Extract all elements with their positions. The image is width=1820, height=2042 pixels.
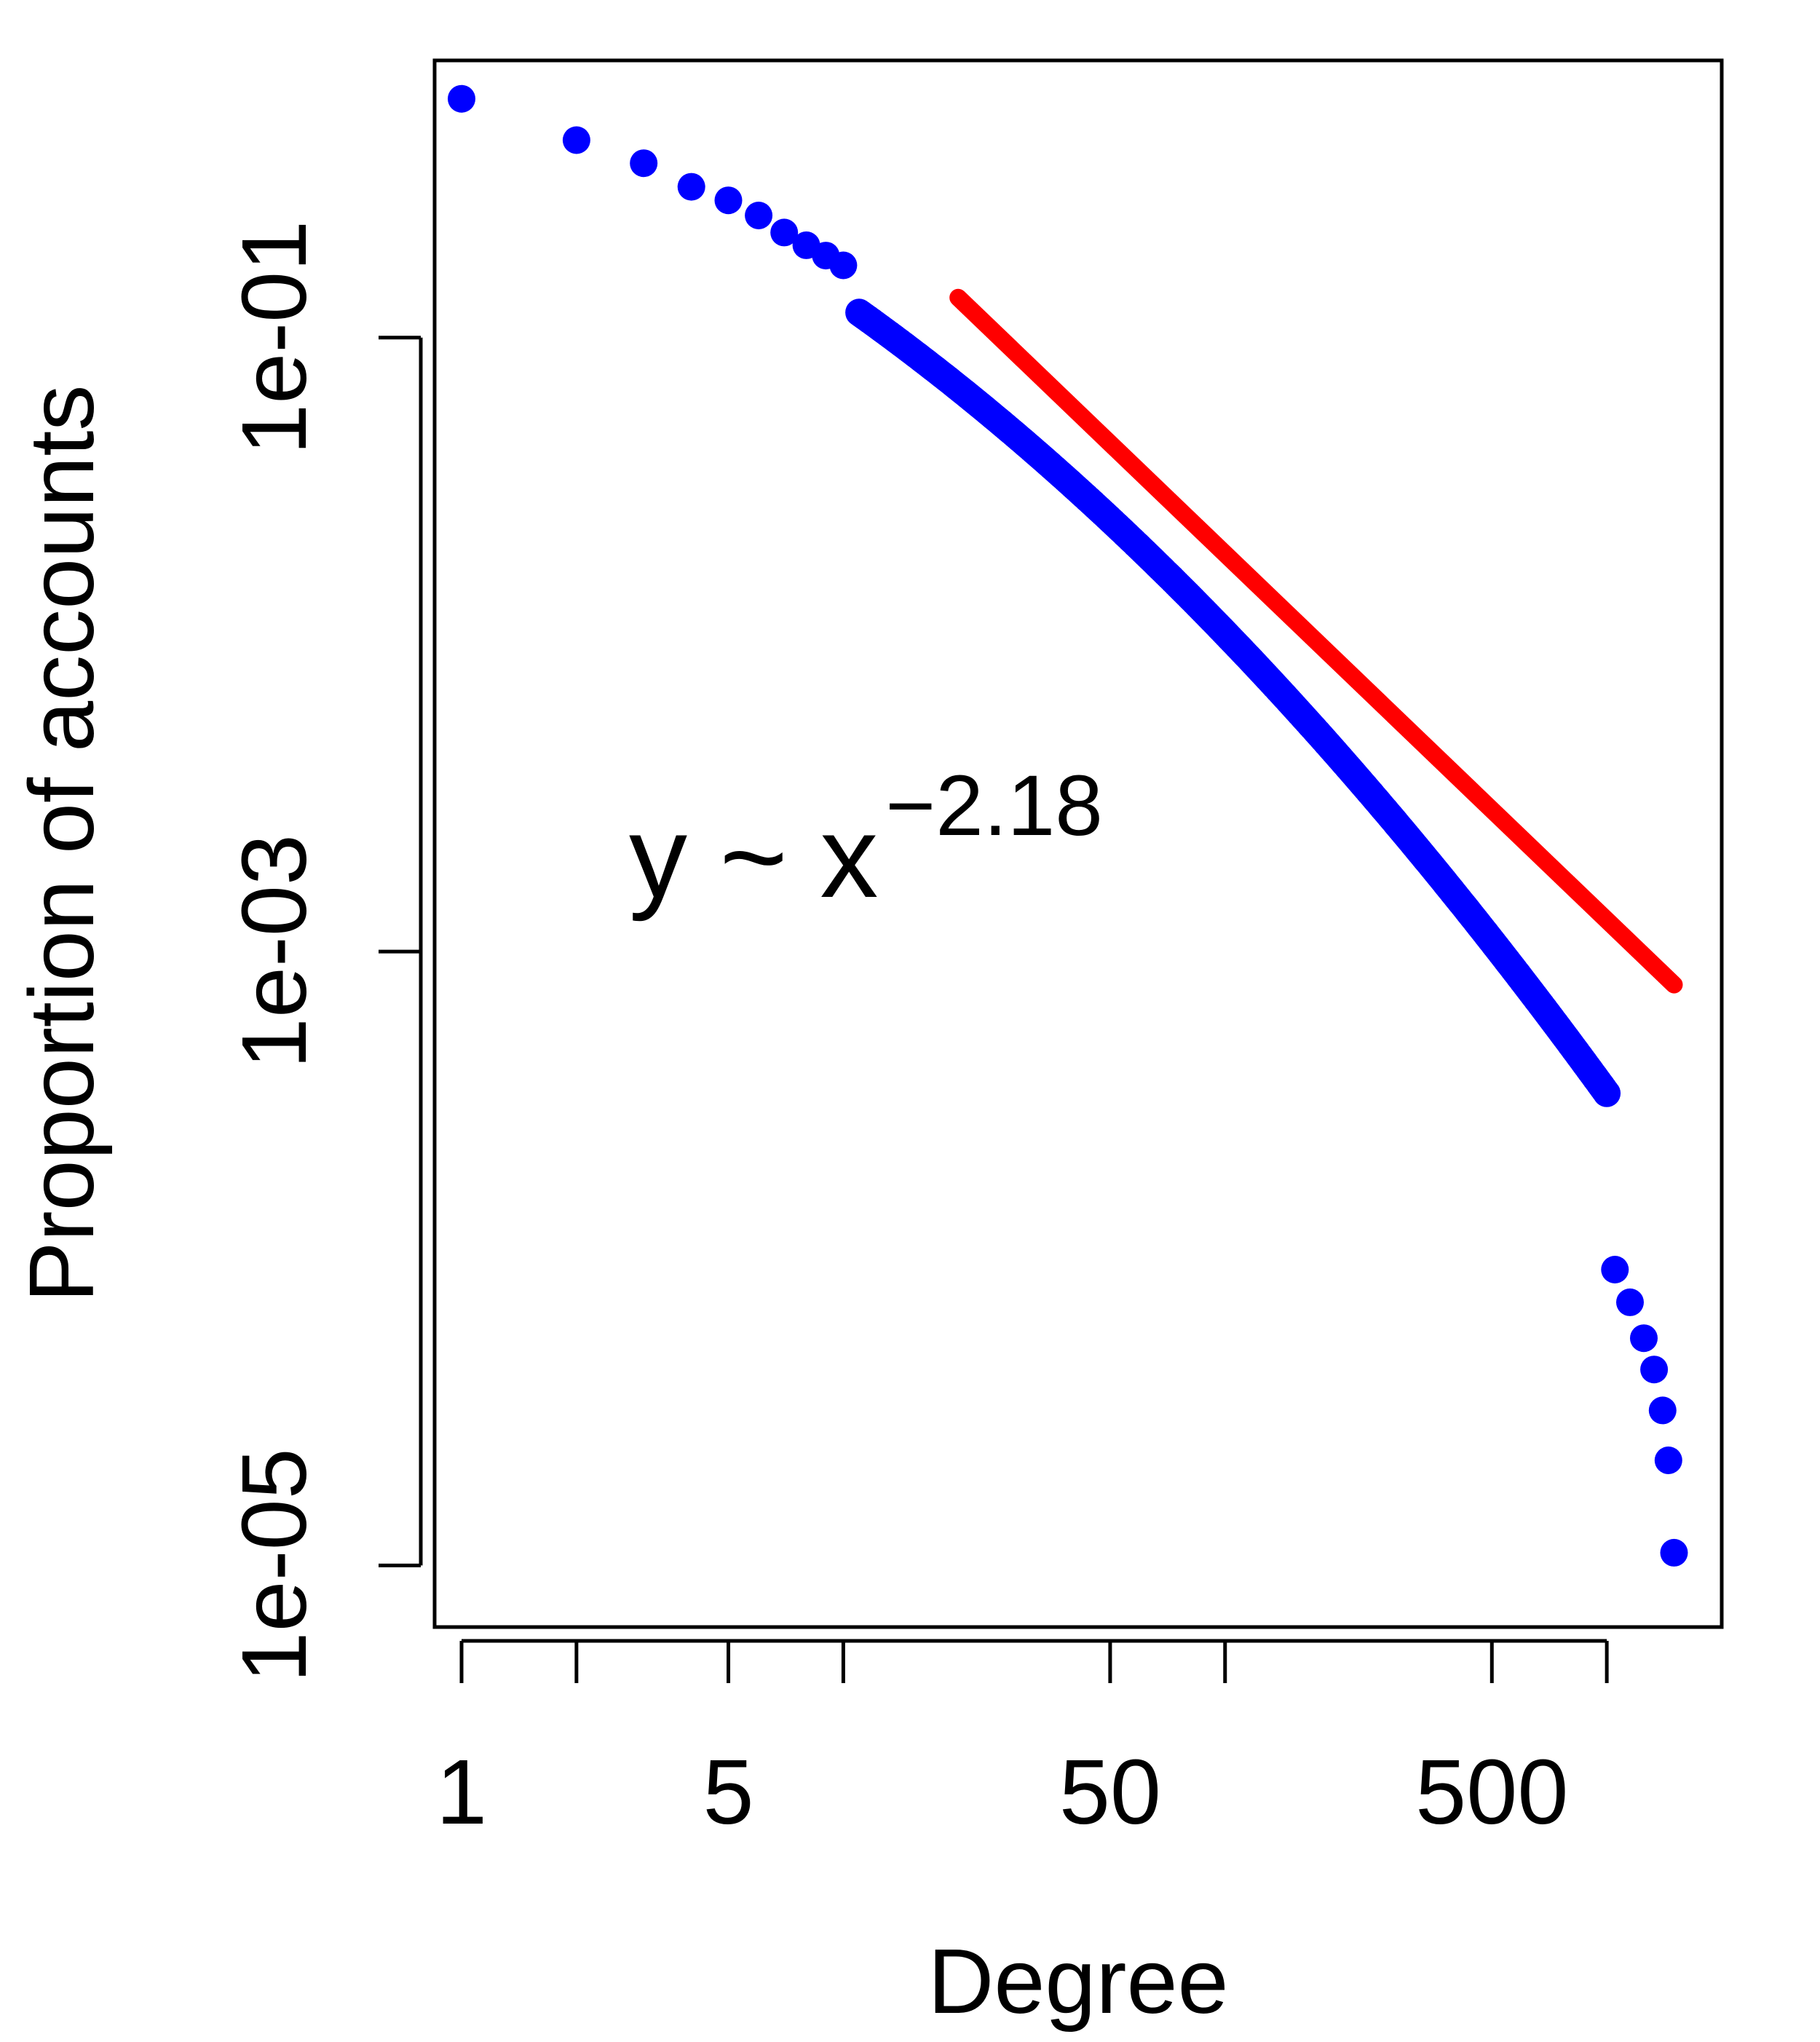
data-points [448,84,1688,1567]
data-point [1654,1447,1682,1474]
annotation-exponent: −2.18 [885,758,1103,854]
x-tick-label: 5 [703,1741,753,1843]
data-point [1616,1288,1644,1316]
x-axis-label: Degree [927,1930,1228,2033]
fit-line-layer [949,288,1683,994]
x-tick-label: 1 [436,1741,487,1843]
data-point [677,173,705,201]
data-point [1601,1256,1629,1283]
data-point [829,251,858,280]
fit-line [949,288,1683,994]
y-tick-label: 1e-03 [223,834,325,1069]
y-tick-label: 1e-01 [223,221,325,455]
y-axis: 1e-01 1e-03 1e-05 [223,221,423,1683]
data-point [770,218,799,247]
data-point [630,149,658,178]
data-point [1648,1396,1677,1425]
y-axis-label: Proportion of accounts [10,385,113,1303]
data-point [1593,1079,1621,1107]
annotation-base: y ~ x [629,791,878,922]
x-axis: 1 5 50 500 [436,1639,1609,1843]
plot-frame [432,58,1724,1629]
data-point [1630,1324,1658,1353]
power-law-annotation: y ~ x−2.18 [629,758,1103,922]
data-point [448,84,475,113]
x-tick-label: 50 [1059,1741,1161,1843]
data-point [1640,1356,1669,1384]
x-tick-label: 500 [1415,1741,1568,1843]
data-point [745,202,773,229]
y-tick-label: 1e-05 [223,1448,325,1682]
data-point [1660,1538,1688,1567]
data-point [562,126,590,154]
data-point [714,186,743,215]
